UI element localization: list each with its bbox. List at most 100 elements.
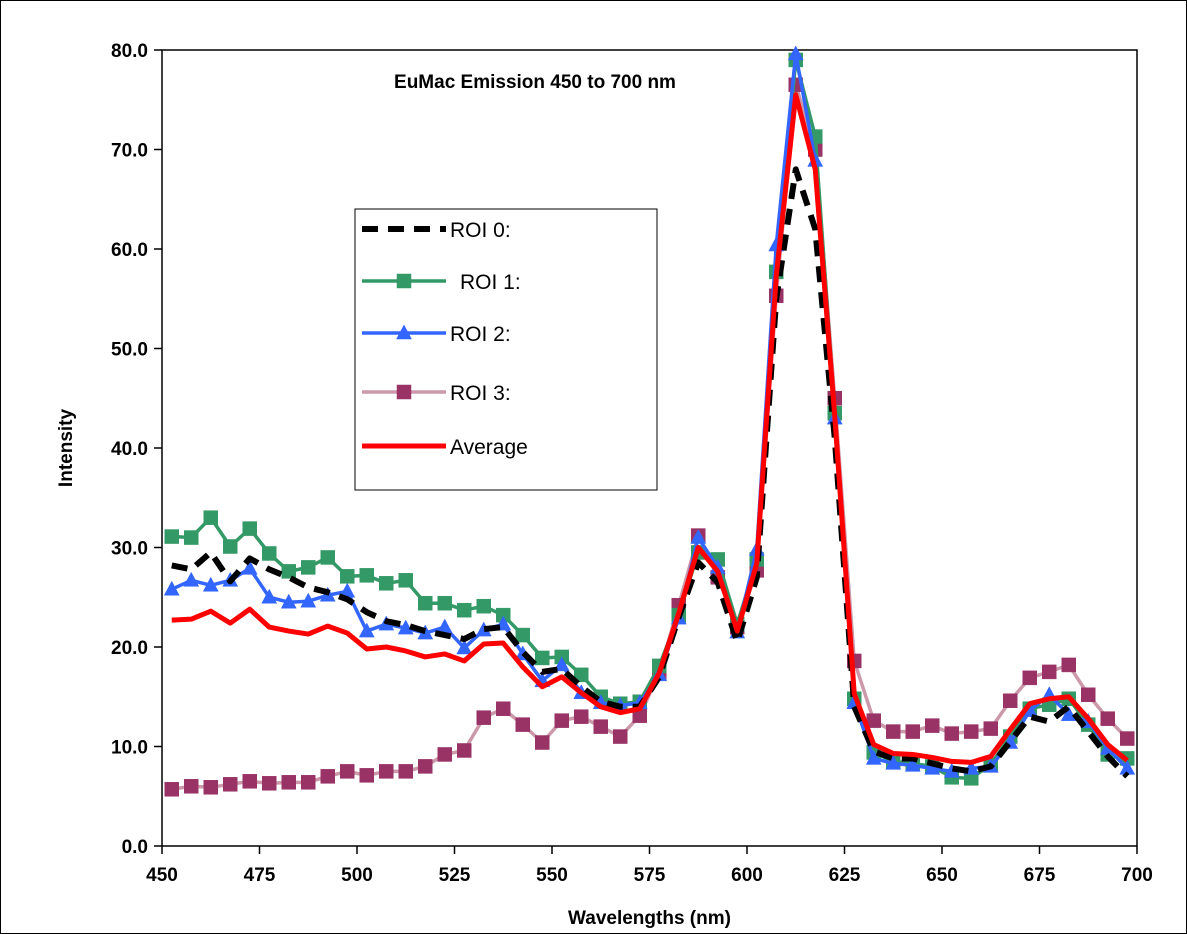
series-roi-1-point (418, 595, 433, 611)
legend-box (354, 208, 658, 491)
series-roi-3-point (574, 709, 589, 724)
legend-item-average: Average (362, 436, 528, 459)
series-roi-1-point (184, 530, 199, 545)
series-roi-1-point (476, 598, 491, 614)
y-tick-label: 70.0 (111, 141, 148, 162)
series-roi-3-point (379, 764, 394, 779)
series-roi-3-point (184, 779, 199, 794)
series-roi-2-point (300, 592, 317, 608)
series-roi-2-point (358, 622, 375, 638)
legend-marker (396, 384, 412, 400)
legend-label: ROI 2: (450, 323, 511, 346)
series-roi-3-point (515, 717, 530, 732)
series-roi-2-point (456, 639, 473, 655)
series-roi-3-point (1022, 670, 1037, 686)
series-roi-3-point (262, 776, 277, 791)
y-tick-label: 20.0 (111, 638, 148, 659)
series-roi-3-point (301, 775, 316, 790)
y-tick-label: 60.0 (111, 240, 148, 261)
series-roi-1-point (203, 510, 218, 525)
series-roi-3-point (925, 718, 940, 733)
legend-label: ROI 3: (450, 382, 511, 405)
series-roi-2-point (183, 571, 200, 587)
series-roi-0 (171, 166, 1130, 779)
series-roi-2-point (261, 588, 278, 604)
y-tick-label: 30.0 (111, 539, 148, 560)
series-roi-1-point (574, 667, 589, 683)
series-roi-3-point (340, 764, 355, 779)
series-roi-3-point (496, 701, 511, 716)
series-roi-3-point (437, 747, 452, 762)
series-roi-2-point (1060, 706, 1077, 721)
series-roi-2-point (280, 593, 297, 609)
legend-item-roi-1: ROI 1: (362, 271, 521, 294)
series-roi-3-point (554, 713, 569, 728)
series-roi-3-point (1120, 731, 1135, 746)
series-roi-3-point (983, 721, 998, 736)
series-roi-1-point (359, 568, 374, 583)
series-roi-3-point (613, 729, 628, 744)
series-roi-3-point (886, 724, 901, 739)
y-tick-label: 0.0 (122, 837, 148, 858)
series-roi-3-point (359, 768, 374, 783)
series-roi-3-point (1003, 693, 1018, 708)
series-roi-2-point (241, 559, 258, 575)
series-roi-1-point (398, 573, 413, 588)
x-tick-label: 450 (146, 865, 178, 886)
series-roi-1-point (242, 521, 257, 536)
series-roi-3-point (905, 724, 920, 739)
series-roi-2-point (202, 576, 219, 592)
y-tick-label: 10.0 (111, 738, 148, 759)
series-roi-2-point (865, 749, 882, 765)
series-roi-3-point (223, 777, 238, 792)
axes: 0.0 10.0 20.0 30.0 40.0 50.0 60.0 70.0 80.0 450 47… (111, 41, 1153, 886)
series-roi-2-point (397, 619, 414, 635)
series-roi-3-point (964, 724, 979, 739)
series-roi-3-point (457, 743, 472, 758)
series-roi-1-point (535, 650, 550, 666)
series-roi-3-point (281, 775, 296, 790)
x-axis-title: Wavelengths (nm) (568, 908, 731, 929)
series-roi-1-point (340, 569, 355, 584)
series-roi-0-line (171, 166, 1130, 779)
legend-marker (396, 324, 412, 340)
series-roi-3-point (593, 719, 608, 734)
x-tick-label: 575 (634, 865, 666, 886)
x-tick-label: 650 (926, 865, 958, 886)
series-roi-1-point (320, 550, 335, 565)
series-roi-1-point (379, 576, 394, 591)
series-roi-1-point (457, 602, 472, 618)
chart-title: EuMac Emission 450 to 700 nm (394, 72, 676, 93)
plot-border (161, 49, 1138, 847)
legend-item-roi-2: ROI 2: (362, 323, 511, 346)
series-group (163, 45, 1136, 797)
x-tick-label: 625 (829, 865, 861, 886)
legend-label: ROI 0: (450, 219, 511, 242)
series-roi-1-point (262, 546, 277, 561)
series-roi-1-point (301, 560, 316, 575)
series-roi-3-point (476, 710, 491, 725)
x-tick-label: 600 (731, 865, 763, 886)
x-tick-label: 700 (1121, 865, 1153, 886)
x-tick-label: 675 (1024, 865, 1056, 886)
y-tick-label: 50.0 (111, 340, 148, 361)
series-roi-3-point (1081, 687, 1096, 703)
series-roi-2-point (553, 656, 570, 672)
y-axis-title: Intensity (56, 409, 77, 488)
y-tick-label: 40.0 (111, 439, 148, 460)
series-roi-3-point (398, 764, 413, 779)
x-tick-label: 525 (439, 865, 471, 886)
series-roi-3-point (320, 769, 335, 784)
series-roi-3-point (418, 759, 433, 774)
x-tick-label: 550 (536, 865, 568, 886)
series-average (171, 92, 1129, 765)
series-roi-2-point (885, 754, 902, 770)
series-roi-1-point (437, 595, 452, 611)
series-roi-3-point (944, 726, 959, 741)
series-roi-3-point (535, 735, 550, 750)
series-roi-1-point (515, 627, 530, 643)
series-roi-3-point (164, 782, 179, 797)
series-average-line (171, 92, 1129, 765)
series-roi-1-point (164, 529, 179, 544)
